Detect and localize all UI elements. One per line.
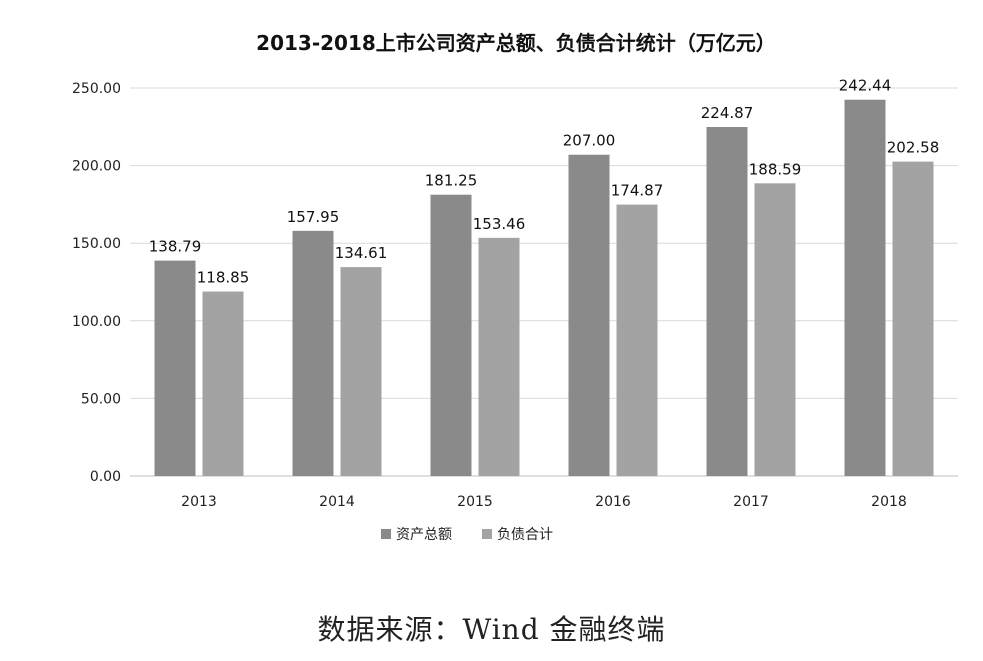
x-tick-label: 2014 bbox=[319, 494, 355, 510]
data-label: 242.44 bbox=[839, 77, 892, 95]
data-label: 174.87 bbox=[611, 182, 664, 200]
legend-swatch bbox=[482, 529, 492, 539]
bar bbox=[340, 267, 382, 476]
bar bbox=[154, 260, 196, 476]
x-tick-label: 2016 bbox=[595, 494, 631, 510]
gridlines bbox=[130, 87, 958, 477]
data-label: 202.58 bbox=[887, 139, 940, 157]
data-labels: 138.79 118.85 157.95 134.61 181.25 153.46 207.… bbox=[149, 77, 940, 287]
bar bbox=[616, 204, 658, 477]
bar bbox=[478, 237, 520, 476]
bar bbox=[844, 99, 886, 476]
x-axis-ticks: 2013 2014 2015 2016 2017 2018 bbox=[181, 494, 907, 510]
data-label: 118.85 bbox=[197, 269, 250, 287]
bar bbox=[202, 291, 244, 476]
chart-title: 2013-2018上市公司资产总额、负债合计统计（万亿元） bbox=[256, 31, 776, 55]
bars bbox=[154, 99, 934, 477]
legend-label: 资产总额 bbox=[396, 527, 452, 543]
y-tick-label: 150.00 bbox=[72, 236, 121, 252]
y-tick-label: 0.00 bbox=[90, 469, 121, 485]
y-tick-label: 50.00 bbox=[81, 391, 121, 407]
data-label: 188.59 bbox=[749, 160, 802, 178]
legend-swatch bbox=[381, 529, 391, 539]
legend: 资产总额 负债合计 bbox=[381, 527, 553, 543]
bar bbox=[430, 194, 472, 476]
bar bbox=[754, 183, 796, 476]
x-tick-label: 2015 bbox=[457, 494, 493, 510]
y-tick-label: 200.00 bbox=[72, 159, 121, 175]
bar bbox=[706, 127, 748, 476]
data-label: 224.87 bbox=[701, 104, 754, 122]
data-label: 138.79 bbox=[149, 238, 202, 256]
y-tick-label: 250.00 bbox=[72, 81, 121, 97]
y-axis-ticks: 0.00 50.00 100.00 150.00 200.00 250.00 bbox=[72, 81, 121, 485]
x-tick-label: 2018 bbox=[871, 494, 907, 510]
bar bbox=[892, 161, 934, 477]
data-label: 207.00 bbox=[563, 132, 616, 150]
data-label: 181.25 bbox=[425, 172, 478, 190]
x-tick-label: 2013 bbox=[181, 494, 217, 510]
bar bbox=[292, 230, 334, 476]
bar bbox=[568, 154, 610, 476]
data-label: 134.61 bbox=[335, 244, 388, 262]
data-label: 157.95 bbox=[287, 208, 340, 226]
data-label: 153.46 bbox=[473, 215, 526, 233]
y-tick-label: 100.00 bbox=[72, 314, 121, 330]
data-source-note: 数据来源：Wind 金融终端 bbox=[317, 613, 666, 646]
legend-label: 负债合计 bbox=[497, 527, 553, 543]
x-tick-label: 2017 bbox=[733, 494, 769, 510]
